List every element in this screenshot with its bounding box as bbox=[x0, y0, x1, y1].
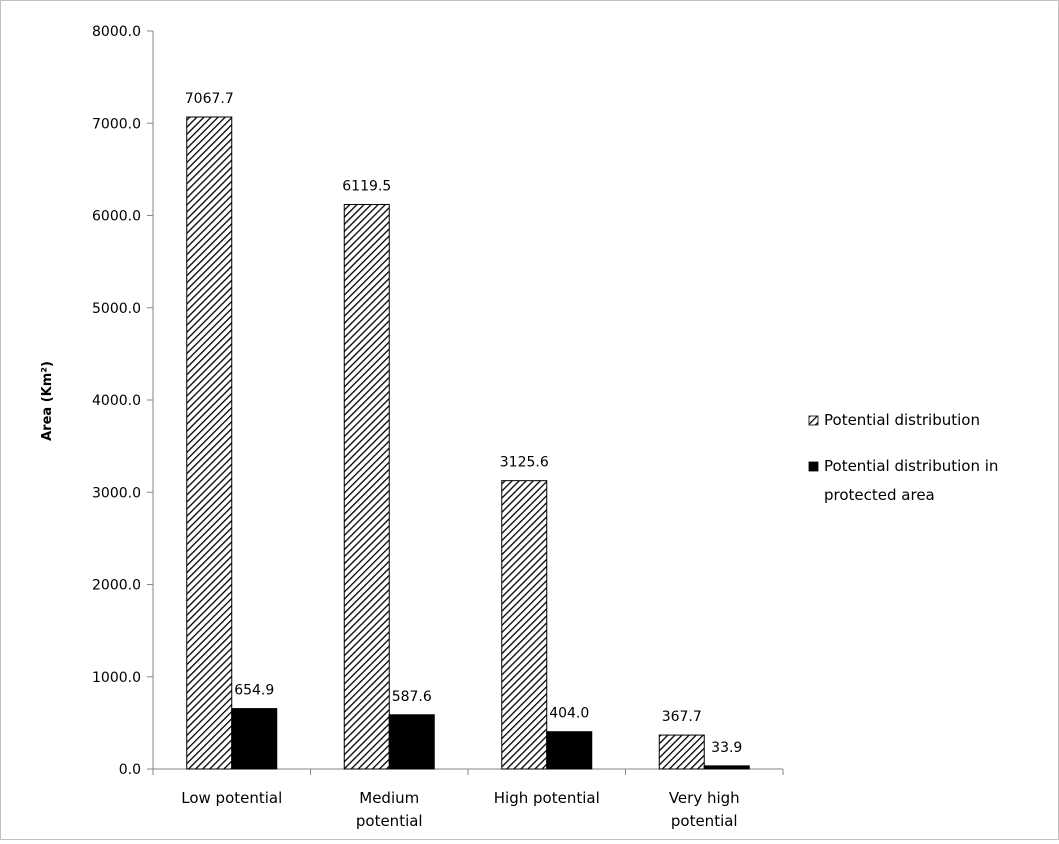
data-label: 6119.5 bbox=[342, 178, 391, 194]
x-category-label: Low potential bbox=[181, 789, 282, 807]
data-label: 33.9 bbox=[711, 740, 742, 756]
data-label: 367.7 bbox=[662, 709, 702, 725]
bar-protected-area bbox=[231, 708, 278, 770]
y-tick-label: 2000.0 bbox=[92, 578, 141, 594]
bar-potential-distribution bbox=[186, 116, 233, 770]
bar-potential-distribution bbox=[343, 203, 390, 770]
legend-label: Potential distribution in protected area bbox=[824, 457, 998, 504]
y-tick-label: 0.0 bbox=[119, 762, 141, 778]
y-axis-title: Area (Km²) bbox=[40, 361, 55, 441]
y-tick-label: 3000.0 bbox=[92, 485, 141, 501]
y-tick-label: 1000.0 bbox=[92, 670, 141, 686]
data-label: 404.0 bbox=[549, 706, 589, 722]
bar-protected-area bbox=[546, 731, 593, 770]
bar-potential-distribution bbox=[501, 480, 548, 770]
data-label: 3125.6 bbox=[500, 455, 549, 471]
bar-protected-area bbox=[388, 714, 435, 770]
data-label: 587.6 bbox=[392, 689, 432, 705]
bar-protected-area bbox=[703, 765, 750, 770]
bar-potential-distribution bbox=[658, 734, 705, 770]
x-category-label: Very high potential bbox=[669, 789, 740, 830]
label-layer: 7067.7 6119.5 3125.6 367.7 654.9 587.6 404.0 33… bbox=[185, 91, 743, 756]
y-tick-label: 4000.0 bbox=[92, 393, 141, 409]
legend-swatch-potential bbox=[808, 415, 819, 426]
data-label: 7067.7 bbox=[185, 91, 234, 107]
axis-layer: 0.0 1000.0 2000.0 3000.0 4000.0 5000.0 6000.0 7… bbox=[92, 24, 784, 830]
data-label: 654.9 bbox=[234, 683, 274, 699]
bar-layer bbox=[186, 116, 750, 770]
legend: Potential distribution Potential distribu… bbox=[808, 411, 998, 504]
legend-swatch-protected bbox=[808, 461, 819, 472]
y-tick-label: 8000.0 bbox=[92, 24, 141, 40]
x-category-label: Medium potential bbox=[356, 789, 423, 830]
y-tick-label: 6000.0 bbox=[92, 209, 141, 225]
y-tick-label: 7000.0 bbox=[92, 116, 141, 132]
y-tick-label: 5000.0 bbox=[92, 301, 141, 317]
x-category-label: High potential bbox=[494, 789, 600, 807]
legend-label: Potential distribution bbox=[824, 411, 980, 429]
